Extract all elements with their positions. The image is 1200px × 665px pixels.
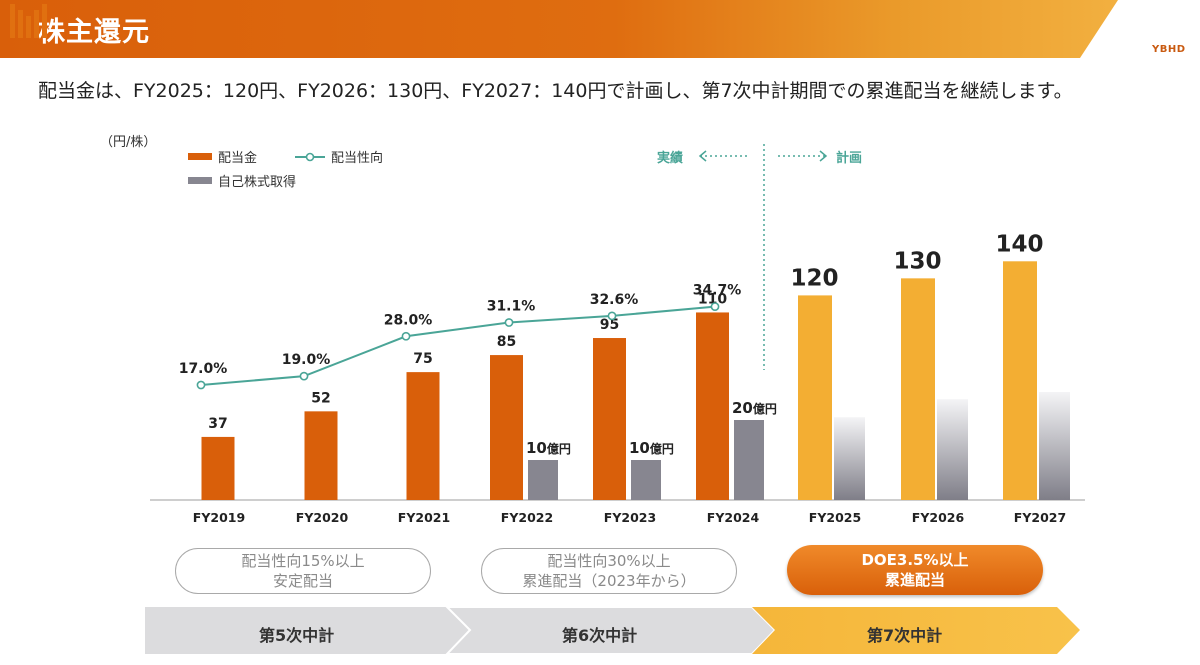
phase-label-5: 第5次中計 — [259, 626, 335, 645]
buyback-bar — [631, 460, 661, 500]
arrow-actual-head — [698, 150, 707, 162]
phase-band-5 — [145, 607, 470, 654]
buyback-value-label: 10億円 — [629, 439, 674, 457]
logo-text: YBHD — [1152, 44, 1186, 55]
x-tick-label: FY2019 — [193, 510, 245, 525]
phase-label-6: 第6次中計 — [562, 626, 638, 645]
dividend-value-label: 85 — [497, 334, 516, 350]
x-tick-label: FY2024 — [707, 510, 760, 525]
x-tick-label: FY2026 — [912, 510, 965, 525]
legend-buyback-label: 自己株式取得 — [218, 174, 296, 190]
x-tick-label: FY2022 — [501, 510, 553, 525]
legend-dividend-label: 配当金 — [218, 150, 257, 166]
dividend-value-label: 130 — [893, 248, 941, 274]
phase-band-7 — [752, 607, 1080, 654]
x-tick-label: FY2027 — [1014, 510, 1066, 525]
planned-buyback-bar — [937, 399, 968, 500]
payout-value-label: 17.0% — [179, 361, 228, 377]
buyback-value-label: 10億円 — [526, 439, 571, 457]
legend-dividend-swatch — [188, 153, 212, 160]
annotation-plan: 計画 — [836, 150, 862, 166]
dividend-bar — [901, 278, 935, 500]
x-tick-label: FY2020 — [296, 510, 349, 525]
dividend-bar — [304, 411, 338, 500]
policy-phase5: 配当性向15%以上 安定配当 — [175, 548, 431, 594]
buyback-bar — [528, 460, 558, 500]
planned-buyback-bar — [834, 417, 865, 500]
company-logo-icon — [10, 4, 47, 38]
dividend-bar — [1003, 261, 1037, 500]
x-tick-label: FY2025 — [809, 510, 861, 525]
policy-phase6-line1: 配当性向30%以上 — [547, 552, 671, 570]
payout-value-label: 32.6% — [590, 292, 639, 308]
phase-label-7: 第7次中計 — [867, 626, 943, 645]
policy-phase5-line2: 安定配当 — [272, 572, 333, 590]
payout-line — [200, 305, 716, 386]
dividend-bar — [490, 355, 523, 500]
payout-marker — [504, 318, 514, 327]
dividend-bar — [201, 436, 235, 500]
dividend-value-label: 37 — [208, 416, 227, 432]
legend-payout-marker — [305, 152, 315, 162]
dividend-bar — [798, 295, 832, 500]
payout-value-label: 28.0% — [384, 312, 433, 328]
buyback-value-label: 20億円 — [732, 399, 777, 417]
payout-marker — [196, 380, 206, 390]
dividend-value-label: 52 — [311, 390, 330, 406]
dividend-bar — [696, 312, 729, 500]
policy-phase6: 配当性向30%以上 累進配当（2023年から） — [481, 548, 737, 594]
arrow-plan-head — [819, 150, 828, 162]
payout-value-label: 19.0% — [282, 352, 331, 368]
subtitle: 配当金は、FY2025：120円、FY2026：130円、FY2027：140円… — [38, 80, 1073, 102]
payout-marker — [607, 311, 617, 321]
policy-phase7: DOE3.5%以上 累進配当 — [787, 545, 1043, 595]
policy-phase7-line2: 累進配当 — [884, 571, 945, 589]
header-background — [0, 0, 1118, 58]
dividend-bar — [593, 338, 626, 500]
policy-phase7-line1: DOE3.5%以上 — [861, 551, 969, 569]
payout-marker — [710, 302, 720, 311]
dividend-value-label: 140 — [995, 231, 1043, 257]
planned-buyback-bar — [1039, 392, 1070, 500]
policy-phase6-line2: 累進配当（2023年から） — [522, 572, 696, 590]
dividend-bar — [406, 372, 440, 500]
dividend-value-label: 95 — [600, 317, 619, 333]
dividend-value-label: 110 — [698, 291, 727, 307]
payout-marker — [299, 371, 309, 381]
x-tick-label: FY2023 — [604, 510, 656, 525]
payout-value-label: 34.7% — [693, 283, 742, 299]
buyback-bar — [734, 420, 764, 500]
x-tick-label: FY2021 — [398, 510, 450, 525]
header-bar: 株主還元 YBHD — [0, 0, 1200, 58]
annotation-actual: 実績 — [657, 150, 683, 166]
legend-payout-label: 配当性向 — [331, 150, 383, 166]
payout-marker — [401, 331, 411, 341]
payout-value-label: 31.1% — [487, 299, 536, 315]
page-title: 株主還元 — [38, 17, 150, 48]
policy-phase5-line1: 配当性向15%以上 — [241, 552, 365, 570]
unit-label: （円/株） — [100, 135, 156, 150]
dividend-value-label: 75 — [413, 351, 432, 367]
legend-buyback-swatch — [188, 177, 212, 184]
dividend-value-label: 120 — [790, 265, 838, 291]
